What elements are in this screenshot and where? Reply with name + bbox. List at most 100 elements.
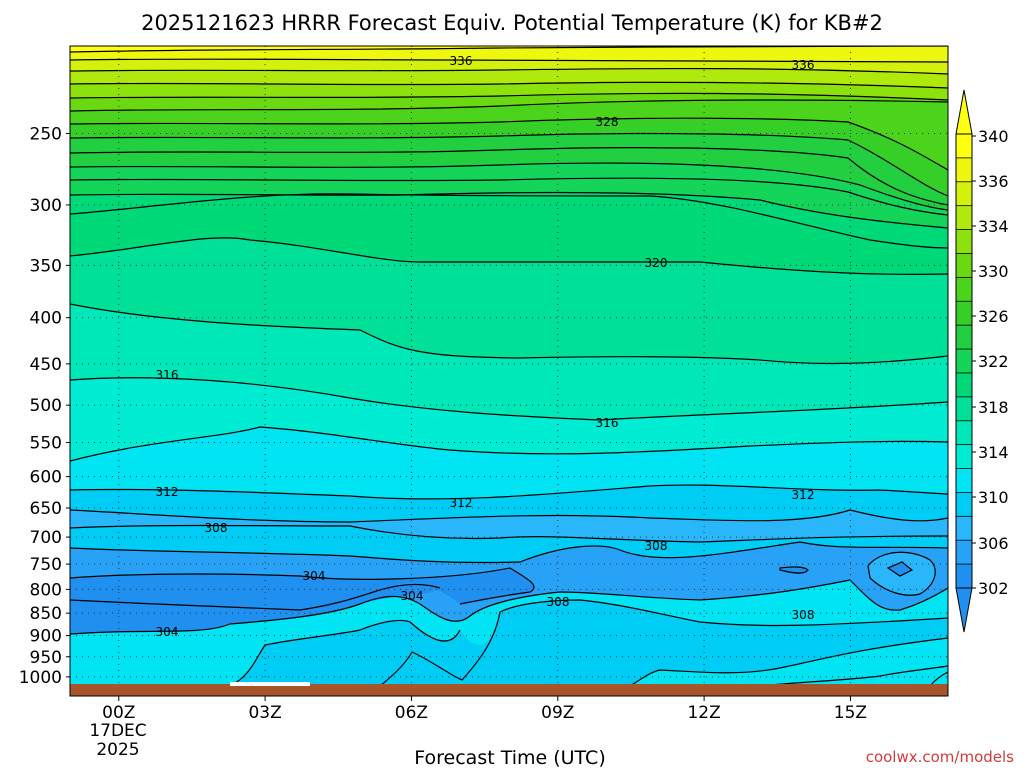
colorbar-tick-label: 330 [978,262,1009,281]
contour-line [70,67,948,75]
colorbar-tick-label: 340 [978,127,1009,146]
x-tick-label: 12Z [687,703,720,723]
contour-labels: 336 336 328 320 316 316 312 312 312 308 … [156,54,815,639]
contour-line [379,599,948,687]
contour-line [70,117,948,171]
colorbar-segment [956,516,972,541]
plot-frame [69,45,949,697]
colorbar-segment [956,205,972,231]
contour-band [70,237,948,364]
colorbar-segment [956,325,972,350]
contour-line [70,237,948,275]
colorbar-segment [956,492,972,517]
colorbar-tick-label: 326 [978,307,1009,326]
colorbar-segment [956,277,972,302]
colorbar-tick-label: 314 [978,443,1009,462]
colorbar-tick-label: 306 [978,534,1009,553]
colorbar-segment [956,134,972,159]
x-axis-title: Forecast Time (UTC) [414,747,605,768]
colorbar-segment [956,229,972,254]
contour-line [70,58,948,63]
contour-label: 312 [792,488,815,502]
contour-line [70,524,948,543]
y-tick-label: 950 [30,648,62,668]
contour-line [229,619,461,687]
x-date-year: 2025 [96,740,139,760]
contour-line [70,191,948,229]
contour-label: 328 [596,115,619,129]
contour-line [70,81,948,89]
contour-label: 308 [547,595,570,609]
colorbar-segment [956,420,972,446]
contour-label: 316 [156,368,179,382]
contour-label: 304 [401,589,424,603]
colorbar: 302 306 310 314 318 322 326 330 334 336 340 [955,89,1009,633]
x-date-day: 17DEC [89,721,146,741]
colorbar-extend-top [955,89,973,135]
contour-line [629,637,948,687]
y-tick-label: 550 [30,434,62,454]
contour-line [70,509,948,523]
contour-label: 312 [156,485,179,499]
contour-label: 304 [156,625,179,639]
contour-line [759,665,948,687]
contour-line [70,426,948,462]
x-gridlines [118,46,851,696]
colorbar-segment [956,444,972,470]
y-tick-label: 900 [30,627,62,647]
y-tick-label: 800 [30,580,62,600]
credit-text: coolwx.com/models [866,748,1014,766]
contour-band [70,485,948,522]
contour-band [70,584,440,634]
y-axis: 250 300 350 400 450 500 550 600 650 700 750 800 850 9… [19,124,70,688]
colorbar-extend-bottom [955,587,973,633]
colorbar-segment [956,468,972,493]
contour-band [70,82,948,100]
contour-line [867,551,936,596]
contour-band [70,163,948,228]
contour-line [70,132,948,197]
contour-label: 312 [450,496,473,510]
x-tick-label: 09Z [541,703,574,723]
colorbar-segment [956,181,972,207]
colorbar-segment [956,396,972,422]
contour-line [70,193,948,249]
colorbar-tick-label: 318 [978,398,1009,417]
x-tick-label: 06Z [395,703,428,723]
colorbar-segment [956,372,972,398]
colorbar-segment [956,157,972,183]
colorbar-segment [956,540,972,565]
contour-line [70,147,948,206]
x-tick-label: 03Z [248,703,281,723]
y-tick-label: 600 [30,468,62,488]
contour-line [70,579,948,635]
ground-strip [70,684,948,696]
y-tick-label: 650 [30,499,62,519]
x-tick-label: 00Z [102,703,135,723]
contour-band [70,510,948,542]
x-axis: 00Z 03Z 06Z 09Z 12Z 15Z [102,696,867,723]
contour-label: 320 [645,256,668,270]
y-tick-label: 1000 [19,668,62,688]
contour-band [230,600,948,686]
contour-label: 308 [792,608,815,622]
y-tick-label: 450 [30,355,62,375]
contour-band [70,304,948,420]
contour-label: 336 [450,54,473,68]
colorbar-tick-label: 302 [978,579,1009,598]
contour-band [70,192,948,275]
colorbar-tick-label: 310 [978,488,1009,507]
colorbar-segment [956,253,972,278]
contour-band [70,68,948,88]
contour-band [70,525,948,563]
contour-line [70,484,948,500]
y-tick-label: 850 [30,604,62,624]
ground-notch [230,682,310,686]
contour-line [70,303,948,365]
contour-label: 336 [792,58,815,72]
y-tick-label: 400 [30,309,62,329]
contour-band [70,99,948,170]
contour-line [70,162,948,211]
plot-area [70,46,948,696]
